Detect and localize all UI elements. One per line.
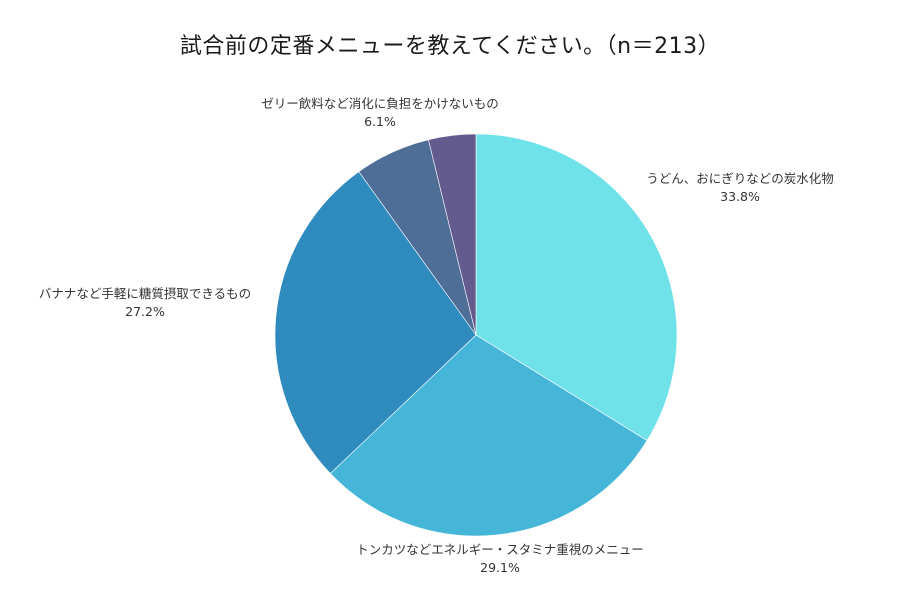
slice-label-carbs: うどん、おにぎりなどの炭水化物 33.8% [646, 171, 834, 204]
chart-title: 試合前の定番メニューを教えてください。（n＝213） [179, 34, 721, 59]
pie-slice-2 [274, 171, 477, 474]
slice-label-jelly: ゼリー飲料など消化に負担をかけないもの 6.1% [261, 96, 499, 129]
pie-slices [274, 133, 678, 537]
pie-slice-1 [329, 334, 648, 537]
slice-label-banana: バナナなど手軽に糖質摂取できるもの 27.2% [38, 286, 252, 319]
pie-slice-4 [428, 133, 477, 336]
pie-slice-0 [475, 133, 678, 441]
slice-label-energy: トンカツなどエネルギー・スタミナ重視のメニュー 29.1% [356, 542, 644, 575]
